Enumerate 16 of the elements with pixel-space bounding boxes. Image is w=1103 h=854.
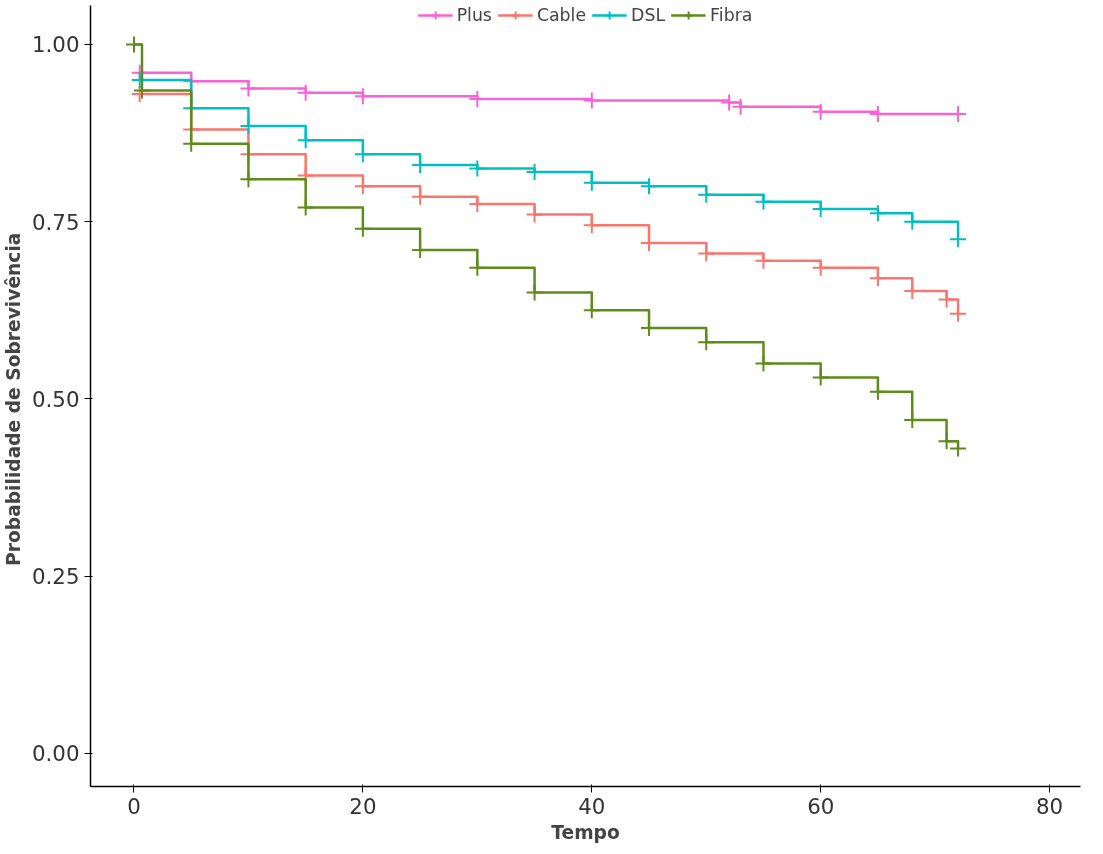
y-axis-title: Probabilidade de Sobrevivência bbox=[3, 232, 25, 566]
x-tick-label: 80 bbox=[1036, 793, 1064, 819]
x-tick-label: 20 bbox=[349, 793, 377, 819]
y-tick-label: 1.00 bbox=[32, 32, 80, 58]
y-tick-label: 0.50 bbox=[32, 386, 80, 412]
x-axis-title: Tempo bbox=[551, 821, 620, 843]
y-tick-label: 0.00 bbox=[32, 741, 80, 767]
y-tick-label: 0.75 bbox=[32, 209, 80, 235]
x-tick-label: 40 bbox=[578, 793, 606, 819]
legend-label: Plus bbox=[456, 5, 492, 25]
x-tick-label: 60 bbox=[807, 793, 835, 819]
x-tick-label: 0 bbox=[127, 793, 141, 819]
legend-label: DSL bbox=[631, 5, 666, 25]
legend-label: Fibra bbox=[710, 5, 753, 25]
legend-label: Cable bbox=[536, 5, 587, 25]
y-tick-label: 0.25 bbox=[32, 564, 80, 590]
